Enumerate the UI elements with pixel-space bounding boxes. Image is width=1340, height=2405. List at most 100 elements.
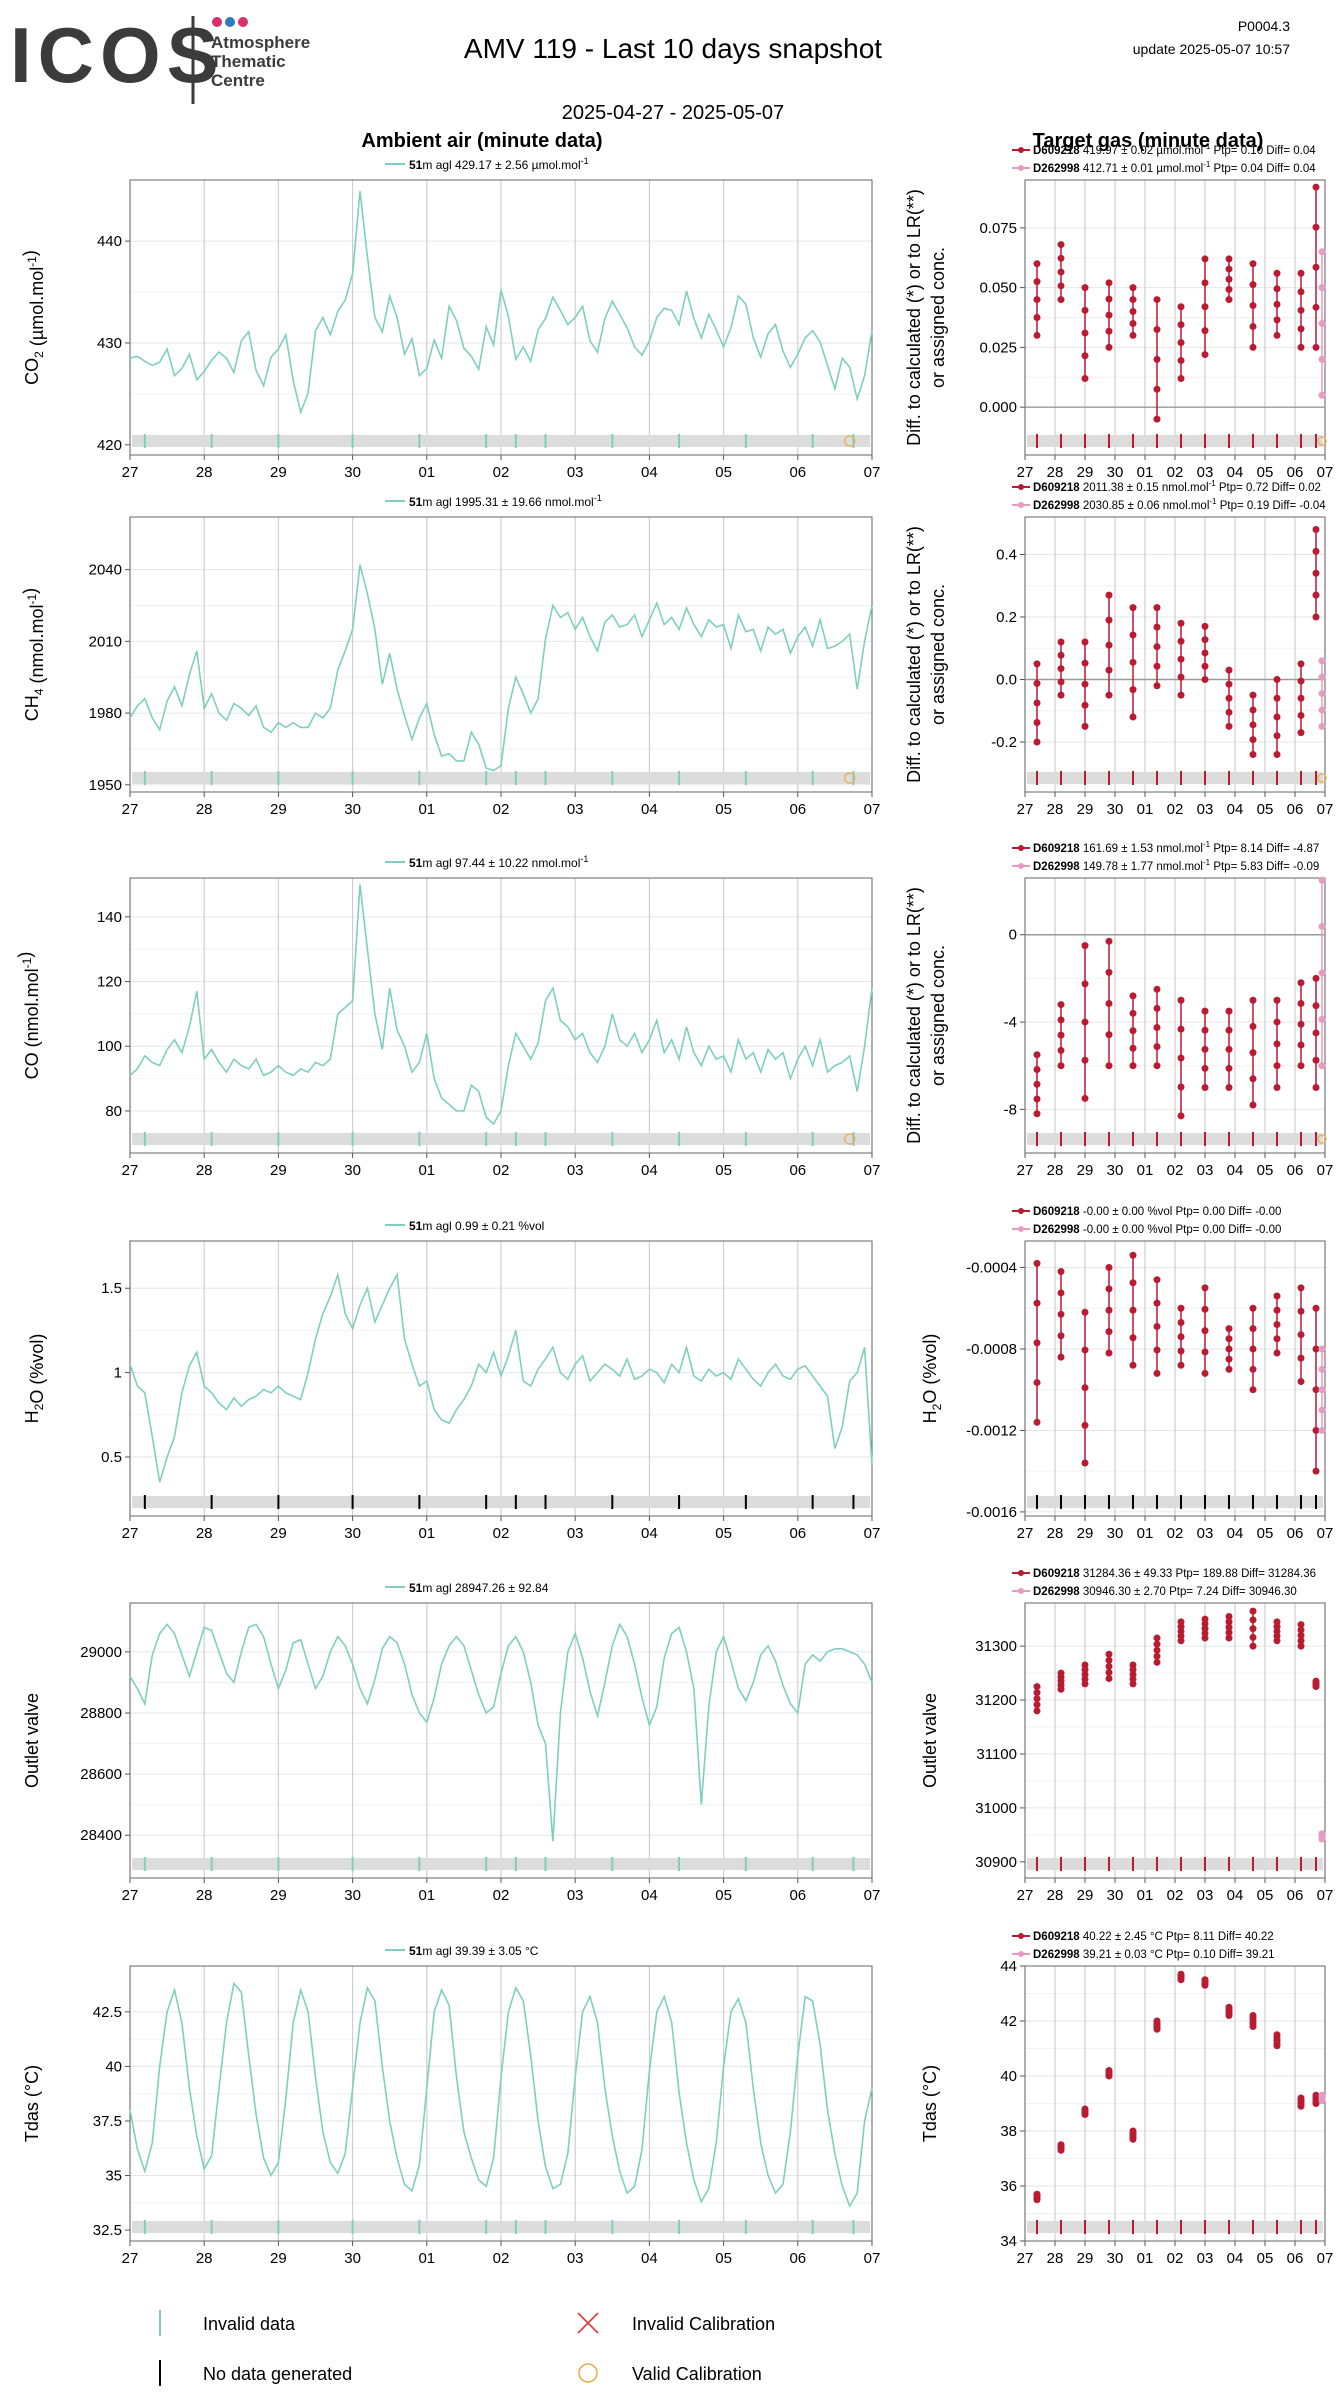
target-co-point <box>1105 1031 1113 1039</box>
target-h2o-point <box>1105 1285 1113 1293</box>
target-co-point <box>1273 1062 1281 1070</box>
target-tdas-legend-text: D262998 39.21 ± 0.03 °C Ptp= 0.10 Diff= … <box>1033 1949 1275 1961</box>
ambient-ch4-chart: 27 28 29 30 01 02 03 04 05 06 07 1950 1980 2010 2040 51… <box>20 493 880 818</box>
ambient-h2o-ytick-label: 1.5 <box>101 1280 122 1297</box>
ambient-h2o-xtick-label: 01 <box>418 1525 435 1542</box>
target-h2o-point <box>1312 1304 1320 1312</box>
target-h2o-point <box>1105 1306 1113 1314</box>
target-co-point <box>1129 992 1137 1000</box>
target-h2o-point <box>1273 1335 1281 1343</box>
target-outlet-xtick-label: 01 <box>1137 1887 1154 1904</box>
ambient-h2o-xtick-label: 06 <box>789 1525 806 1542</box>
ambient-co2-xtick-label: 07 <box>864 464 881 481</box>
target-co2-point <box>1177 339 1185 347</box>
target-co-point <box>1153 985 1161 993</box>
ambient-column-title: Ambient air (minute data) <box>361 130 602 152</box>
target-h2o-xtick-label: 27 <box>1017 1525 1034 1542</box>
target-co2-valid-cal-marker <box>1317 436 1327 446</box>
ambient-co2-xtick-label: 05 <box>715 464 732 481</box>
target-tdas-xtick-label: 29 <box>1077 2250 1094 2267</box>
target-ch4-xtick-label: 29 <box>1077 801 1094 818</box>
target-co2-ytick-label: 0.075 <box>979 220 1017 237</box>
target-h2o-point <box>1057 1289 1065 1297</box>
ambient-tdas-frame <box>129 1965 873 2242</box>
target-co2-point <box>1312 223 1320 231</box>
target-ch4-point <box>1153 682 1161 690</box>
target-co-d2-point <box>1318 1015 1326 1023</box>
target-h2o-point <box>1033 1379 1041 1387</box>
target-ch4-ylabel-2: or assigned conc. <box>928 584 948 725</box>
ambient-co2-line <box>129 191 873 415</box>
target-tdas-point <box>1057 2141 1065 2149</box>
target-tdas-xtick-label: 06 <box>1287 2250 1304 2267</box>
ambient-ch4-valid-cal-marker <box>844 772 856 784</box>
target-h2o-xtick-label: 29 <box>1077 1525 1094 1542</box>
target-co-valid-cal-marker <box>1317 1134 1327 1144</box>
target-co2-point <box>1249 260 1257 268</box>
target-ch4-ylabel-1: Diff. to calculated (*) or to LR(**) <box>904 526 924 783</box>
target-co2-point <box>1033 260 1041 268</box>
ambient-h2o-chart: 27 28 29 30 01 02 03 04 05 06 07 0.5 1 1.5 51m agl 0.9… <box>22 1219 880 1542</box>
target-co2-point <box>1249 302 1257 310</box>
target-co2-point <box>1129 331 1137 339</box>
target-h2o-ytick-label: -0.0012 <box>966 1422 1017 1439</box>
target-ch4-point <box>1225 680 1233 688</box>
target-co2-point <box>1312 183 1320 191</box>
target-co2-point <box>1153 296 1161 304</box>
valid-cal-label: Valid Calibration <box>632 2364 762 2384</box>
ambient-h2o-xtick-label: 03 <box>567 1525 584 1542</box>
target-h2o-ylabel: H2O (%vol) <box>920 1334 944 1424</box>
target-co2-legend-dot <box>1018 147 1024 153</box>
target-ch4-point <box>1297 729 1305 737</box>
ambient-co2-xtick-label: 27 <box>122 464 139 481</box>
ambient-outlet-xtick-label: 06 <box>789 1887 806 1904</box>
ambient-tdas-ylabel: Tdas (°C) <box>22 2065 42 2142</box>
target-co2-d2-point <box>1318 248 1326 256</box>
target-h2o-point <box>1312 1386 1320 1394</box>
target-h2o-d2-point <box>1318 1406 1326 1414</box>
target-ch4-point <box>1201 636 1209 644</box>
icos-logo: ICOS Atmosphere Thematic Centre <box>10 11 310 104</box>
target-tdas-point <box>1177 1970 1185 1978</box>
ambient-outlet-ytick-label: 29000 <box>80 1644 122 1661</box>
ambient-outlet-xtick-label: 02 <box>493 1887 510 1904</box>
target-ch4-point <box>1201 622 1209 630</box>
target-ch4-point <box>1297 677 1305 685</box>
ambient-co-ytick-label: 140 <box>97 909 122 926</box>
target-outlet-xtick-label: 28 <box>1047 1887 1064 1904</box>
target-co2-point <box>1081 284 1089 292</box>
ambient-co-xtick-label: 07 <box>864 1162 881 1179</box>
target-ch4-point <box>1081 680 1089 688</box>
target-ch4-xtick-label: 04 <box>1227 801 1244 818</box>
ambient-co2-chart: 27 28 29 30 01 02 03 04 05 06 07 420 430 440 51m agl 4… <box>20 156 880 481</box>
target-outlet-frame <box>1024 1602 1326 1879</box>
target-ch4-point <box>1225 708 1233 716</box>
ambient-ch4-xtick-label: 04 <box>641 801 658 818</box>
target-co2-point <box>1033 296 1041 304</box>
target-h2o-point <box>1225 1365 1233 1373</box>
target-ch4-point <box>1225 722 1233 730</box>
target-ch4-point <box>1105 641 1113 649</box>
ambient-co2-status-band <box>132 435 870 447</box>
target-co-point <box>1081 1094 1089 1102</box>
target-co2-point <box>1177 321 1185 329</box>
target-h2o-xtick-label: 01 <box>1137 1525 1154 1542</box>
target-h2o-point <box>1153 1299 1161 1307</box>
invalid-cal-swatch <box>577 2312 599 2334</box>
target-outlet-d2-point <box>1318 1830 1326 1838</box>
target-co-point <box>1081 1018 1089 1026</box>
target-outlet-point <box>1312 1677 1320 1685</box>
target-ch4-xtick-label: 28 <box>1047 801 1064 818</box>
target-outlet-point <box>1153 1634 1161 1642</box>
target-ch4-point <box>1249 706 1257 714</box>
ambient-tdas-ytick-label: 35 <box>105 2168 122 2185</box>
target-co-point <box>1177 1083 1185 1091</box>
ambient-co2-xtick-label: 03 <box>567 464 584 481</box>
target-co-legend-text: D262998 149.78 ± 1.77 nmol.mol-1 Ptp= 5.… <box>1033 858 1319 873</box>
target-ch4-point <box>1201 662 1209 670</box>
target-co2-point <box>1225 285 1233 293</box>
ambient-tdas-legend: 51m agl 39.39 ± 3.05 °C <box>385 1944 539 1958</box>
target-tdas-xtick-label: 03 <box>1197 2250 1214 2267</box>
ambient-co-chart: 27 28 29 30 01 02 03 04 05 06 07 80 100 120 140 51m agl… <box>15 854 880 1179</box>
target-tdas-point <box>1273 2031 1281 2039</box>
